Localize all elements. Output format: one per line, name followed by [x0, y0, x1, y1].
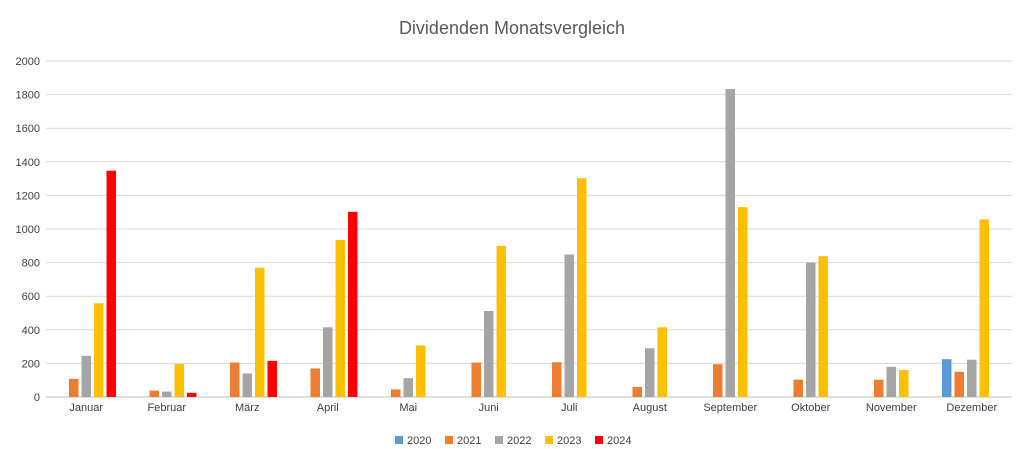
legend-swatch-2023: [545, 436, 553, 444]
bar-2021-März: [230, 362, 240, 397]
bar-2022-Mai: [403, 378, 413, 397]
bar-2023-Mai: [416, 345, 426, 397]
bar-2022-September: [725, 89, 735, 397]
bar-2023-Juli: [577, 178, 587, 397]
x-tick-label: Dezember: [946, 402, 997, 414]
bar-2021-Februar: [149, 390, 159, 397]
legend-label: 2021: [457, 435, 481, 447]
legend-swatch-2024: [595, 436, 603, 444]
x-tick-label: Januar: [69, 402, 103, 414]
gridlines: [46, 60, 1012, 398]
bar-2024-März: [267, 360, 277, 397]
bar-2022-Februar: [162, 391, 172, 397]
y-tick-label: 200: [22, 358, 40, 370]
bar-2023-April: [335, 239, 345, 397]
bar-2024-April: [348, 211, 358, 397]
bar-2023-Oktober: [818, 256, 828, 397]
bar-2024-Januar: [106, 170, 116, 397]
x-tick-label: März: [235, 402, 259, 414]
bar-2023-Februar: [174, 363, 184, 397]
legend-swatch-2020: [395, 436, 403, 444]
bar-2022-April: [323, 327, 333, 397]
legend-label: 2022: [507, 435, 531, 447]
bar-2021-Dezember: [954, 371, 964, 397]
bar-2022-Dezember: [967, 359, 977, 397]
bar-2022-März: [242, 373, 252, 397]
bar-2023-September: [738, 207, 748, 397]
legend-label: 2020: [407, 435, 431, 447]
chart-title: Dividenden Monatsvergleich: [399, 18, 625, 38]
x-tick-label: August: [633, 402, 667, 414]
y-tick-label: 600: [22, 291, 40, 303]
bar-2022-November: [886, 366, 896, 397]
legend: 2020 2021 2022 2023 2024: [395, 435, 631, 447]
bar-2023-Dezember: [979, 219, 989, 397]
bar-2021-Oktober: [793, 379, 803, 397]
bars: [69, 89, 989, 397]
y-tick-label: 1400: [16, 157, 40, 169]
bar-2022-Oktober: [806, 262, 816, 397]
y-tick-label: 1200: [16, 190, 40, 202]
y-tick-label: 1800: [16, 90, 40, 102]
bar-2021-Juni: [471, 362, 481, 397]
x-tick-label: Juni: [479, 402, 499, 414]
bar-2021-August: [632, 386, 642, 397]
y-tick-label: 400: [22, 325, 40, 337]
bar-2023-März: [255, 267, 265, 397]
bar-2022-Juni: [484, 310, 494, 397]
legend-label: 2023: [557, 435, 581, 447]
x-tick-label: Februar: [147, 402, 186, 414]
bar-2020-Dezember: [942, 359, 952, 397]
legend-swatch-2021: [445, 436, 453, 444]
bar-2023-August: [657, 327, 667, 397]
x-tick-label: September: [703, 402, 757, 414]
y-axis-ticks: 0 200 400 600 800 1000 1200 1400 1600 1800 2000: [16, 56, 40, 404]
bar-2021-November: [874, 379, 884, 397]
legend-swatch-2022: [495, 436, 503, 444]
legend-label: 2024: [607, 435, 631, 447]
bar-2021-September: [713, 364, 723, 397]
bar-2021-Januar: [69, 378, 79, 397]
bar-2021-Juli: [552, 362, 562, 397]
bar-2023-Juni: [496, 245, 506, 397]
bar-2023-November: [899, 370, 909, 397]
x-tick-label: Oktober: [791, 402, 830, 414]
y-tick-label: 1600: [16, 123, 40, 135]
bar-2022-Juli: [564, 254, 574, 397]
bar-2022-August: [645, 348, 655, 397]
y-tick-label: 2000: [16, 56, 40, 68]
bar-2024-Februar: [187, 392, 197, 397]
y-tick-label: 800: [22, 258, 40, 270]
bar-2022-Januar: [81, 355, 91, 397]
x-tick-label: April: [317, 402, 339, 414]
bar-2021-Mai: [391, 389, 401, 397]
x-tick-label: Juli: [561, 402, 578, 414]
y-tick-label: 1000: [16, 224, 40, 236]
bar-2023-Januar: [94, 303, 104, 397]
y-tick-label: 0: [34, 392, 40, 404]
x-axis-ticks: Januar Februar März April Mai Juni Juli August S…: [69, 402, 997, 414]
x-tick-label: November: [866, 402, 917, 414]
bar-2021-April: [310, 368, 320, 397]
x-tick-label: Mai: [399, 402, 417, 414]
